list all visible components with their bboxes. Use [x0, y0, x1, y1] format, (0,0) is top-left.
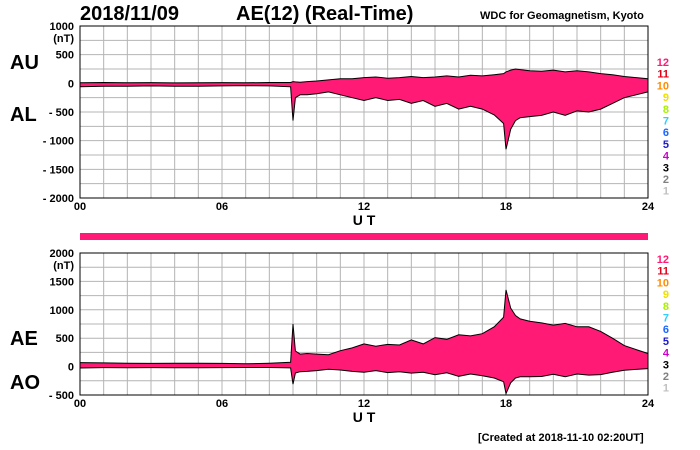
index-band-area: [80, 69, 648, 150]
station-count-label: 9: [663, 92, 669, 104]
x-tick-label: 00: [74, 398, 86, 410]
al-label: AL: [10, 104, 37, 126]
x-axis-title: U T: [353, 212, 376, 228]
data-source-label: WDC for Geomagnetism, Kyoto: [480, 10, 644, 22]
station-count-label: 4: [663, 348, 670, 360]
ao-label: AO: [10, 372, 40, 394]
y-axis-unit-label: (nT): [53, 260, 74, 272]
plot-frame: [79, 25, 649, 199]
y-axis-unit-label: (nT): [53, 33, 74, 45]
station-count-label: 7: [663, 313, 669, 325]
plot-title: AE(12) (Real-Time): [236, 3, 414, 25]
station-count-strip: [80, 233, 648, 240]
y-tick-label: 500: [56, 333, 74, 345]
station-count-label: 6: [663, 127, 669, 139]
chart-panel-1: 1000 500 0 - 500 - 1000 - 1500 - 2000 (nT) 00 06 1…: [43, 21, 670, 228]
x-tick-label: 06: [216, 398, 228, 410]
au-label: AU: [10, 52, 39, 74]
y-tick-label: 0: [68, 362, 74, 374]
y-tick-label: 1500: [50, 276, 74, 288]
station-count-label: 1: [663, 186, 669, 198]
x-tick-label: 12: [358, 201, 370, 213]
station-count-label: 2: [663, 174, 669, 186]
y-tick-label: - 500: [49, 107, 74, 119]
x-tick-label: 24: [642, 398, 655, 410]
plot-frame: [79, 252, 649, 396]
station-count-label: 11: [657, 266, 669, 278]
station-count-label: 5: [663, 139, 669, 151]
station-count-label: 3: [663, 359, 669, 371]
upper-envelope-line-ae: [79, 289, 649, 365]
y-tick-label: 1000: [50, 305, 74, 317]
station-count-label: 10: [657, 80, 669, 92]
upper-envelope-line-au: [79, 68, 649, 84]
station-count-label: 1: [663, 383, 669, 395]
x-tick-label: 06: [216, 201, 228, 213]
station-count-label: 9: [663, 289, 669, 301]
y-tick-label: 2000: [50, 248, 74, 260]
y-tick-label: - 500: [49, 390, 74, 402]
station-count-label: 2: [663, 371, 669, 383]
y-tick-label: - 1000: [43, 136, 74, 148]
x-tick-label: 18: [500, 398, 512, 410]
x-tick-label: 12: [358, 398, 370, 410]
index-band-area: [80, 289, 648, 394]
y-tick-label: 0: [68, 78, 74, 90]
station-count-label: 6: [663, 324, 669, 336]
x-tick-label: 00: [74, 201, 86, 213]
x-tick-label: 24: [642, 201, 655, 213]
plot-date: 2018/11/09: [80, 3, 179, 25]
station-count-label: 3: [663, 162, 669, 174]
station-count-label: 4: [663, 151, 670, 163]
lower-envelope-line-ao: [79, 367, 649, 396]
station-count-label: 11: [657, 69, 669, 81]
station-count-label: 7: [663, 116, 669, 128]
x-axis-title: U T: [353, 409, 376, 425]
y-tick-label: - 2000: [43, 193, 74, 205]
station-count-label: 10: [657, 277, 669, 289]
station-count-label: 12: [657, 57, 669, 69]
y-tick-label: - 1500: [43, 164, 74, 176]
lower-envelope-line-al: [79, 85, 649, 150]
station-count-label: 8: [663, 104, 669, 116]
station-count-label: 8: [663, 301, 669, 313]
creation-timestamp: [Created at 2018-11-10 02:20UT]: [478, 432, 644, 444]
y-tick-label: 500: [56, 50, 74, 62]
ae-label: AE: [10, 328, 38, 350]
y-tick-label: 1000: [50, 21, 74, 33]
station-count-label: 5: [663, 336, 669, 348]
x-tick-label: 18: [500, 201, 512, 213]
station-count-label: 12: [657, 254, 669, 266]
